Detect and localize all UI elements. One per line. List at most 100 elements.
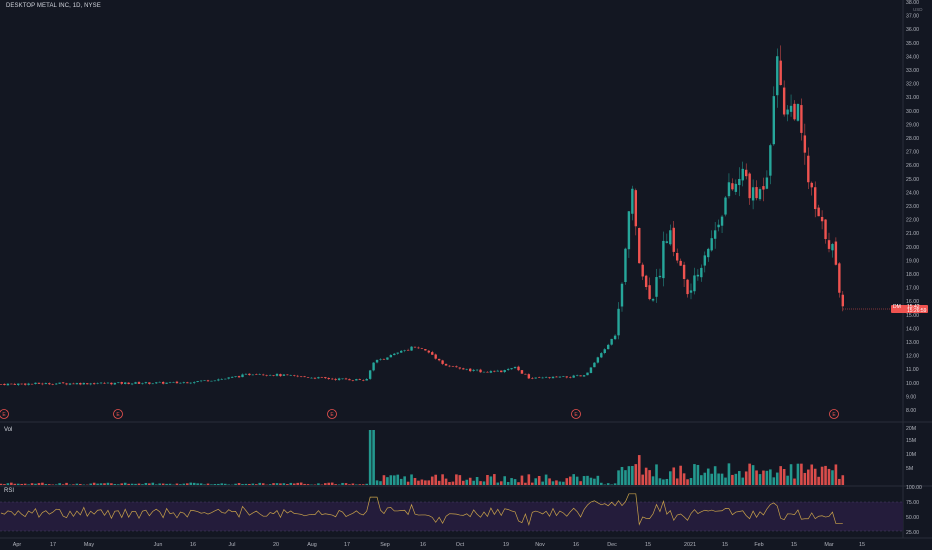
volume-bar[interactable] xyxy=(841,475,845,485)
volume-bar[interactable] xyxy=(113,484,117,485)
volume-bar[interactable] xyxy=(130,483,134,485)
candle[interactable] xyxy=(120,381,123,385)
volume-bar[interactable] xyxy=(61,484,65,485)
candle[interactable] xyxy=(337,377,341,382)
candle[interactable] xyxy=(541,376,544,379)
volume-bar[interactable] xyxy=(579,481,582,485)
volume-bar[interactable] xyxy=(665,478,669,485)
candle[interactable] xyxy=(745,163,748,180)
candle[interactable] xyxy=(400,350,403,353)
volume-bar[interactable] xyxy=(327,482,331,485)
volume-bar[interactable] xyxy=(555,480,558,485)
candle[interactable] xyxy=(417,346,420,349)
volume-bar[interactable] xyxy=(120,483,124,485)
volume-bar[interactable] xyxy=(410,474,413,485)
candle[interactable] xyxy=(482,371,486,373)
candle[interactable] xyxy=(237,375,241,379)
candle[interactable] xyxy=(65,382,68,386)
candle[interactable] xyxy=(51,383,54,386)
candle[interactable] xyxy=(110,382,113,386)
candle[interactable] xyxy=(700,264,703,282)
volume-bar[interactable] xyxy=(275,483,279,485)
candle[interactable] xyxy=(769,143,772,185)
volume-bar[interactable] xyxy=(513,479,517,485)
volume-bar[interactable] xyxy=(223,483,227,485)
candle[interactable] xyxy=(130,383,134,386)
candle[interactable] xyxy=(662,231,665,287)
volume-bar[interactable] xyxy=(499,481,503,485)
volume-bar[interactable] xyxy=(175,483,179,485)
volume-bar[interactable] xyxy=(379,481,382,485)
candle[interactable] xyxy=(686,278,689,298)
volume-bar[interactable] xyxy=(813,468,817,485)
volume-bar[interactable] xyxy=(693,464,696,485)
volume-bar[interactable] xyxy=(368,430,372,485)
candle[interactable] xyxy=(210,380,213,382)
volume-bar[interactable] xyxy=(272,483,275,485)
volume-bar[interactable] xyxy=(675,478,679,485)
candle[interactable] xyxy=(279,373,282,377)
volume-bar[interactable] xyxy=(75,483,79,485)
volume-bar[interactable] xyxy=(27,484,30,485)
candle[interactable] xyxy=(234,376,237,378)
volume-bar[interactable] xyxy=(441,474,444,485)
candle[interactable] xyxy=(627,210,631,258)
candle[interactable] xyxy=(475,369,479,372)
candle[interactable] xyxy=(206,379,210,382)
candle[interactable] xyxy=(493,370,496,373)
volume-bar[interactable] xyxy=(534,478,538,485)
volume-bar[interactable] xyxy=(713,466,717,485)
volume-bar[interactable] xyxy=(758,474,762,485)
candle[interactable] xyxy=(672,221,675,257)
volume-bar[interactable] xyxy=(382,475,386,485)
candle[interactable] xyxy=(644,274,648,290)
volume-bar[interactable] xyxy=(334,484,337,485)
volume-bar[interactable] xyxy=(330,482,334,485)
candle[interactable] xyxy=(741,161,744,187)
candle[interactable] xyxy=(517,365,520,372)
candle[interactable] xyxy=(555,375,558,378)
volume-series[interactable] xyxy=(0,430,845,485)
volume-bar[interactable] xyxy=(613,483,617,485)
volume-bar[interactable] xyxy=(772,477,776,485)
volume-bar[interactable] xyxy=(123,482,127,485)
candle[interactable] xyxy=(620,282,624,312)
candle[interactable] xyxy=(6,383,10,386)
candle[interactable] xyxy=(137,381,141,384)
earnings-marker[interactable]: E xyxy=(113,409,123,419)
volume-bar[interactable] xyxy=(179,484,182,485)
volume-bar[interactable] xyxy=(824,465,827,485)
volume-bar[interactable] xyxy=(117,484,120,485)
candle[interactable] xyxy=(441,359,444,366)
volume-bar[interactable] xyxy=(106,482,110,485)
volume-bar[interactable] xyxy=(827,468,831,485)
candle[interactable] xyxy=(503,369,506,374)
candle[interactable] xyxy=(351,379,355,382)
candle[interactable] xyxy=(141,382,144,385)
candle[interactable] xyxy=(410,346,413,351)
candle[interactable] xyxy=(268,374,272,376)
candle[interactable] xyxy=(189,382,192,385)
candle[interactable] xyxy=(372,362,375,372)
earnings-marker[interactable]: E xyxy=(327,409,337,419)
volume-bar[interactable] xyxy=(148,483,151,485)
volume-bar[interactable] xyxy=(620,466,624,485)
volume-bar[interactable] xyxy=(282,483,286,485)
candle[interactable] xyxy=(558,376,562,378)
volume-bar[interactable] xyxy=(817,476,820,485)
candle[interactable] xyxy=(814,181,817,218)
volume-bar[interactable] xyxy=(782,469,786,485)
volume-bar[interactable] xyxy=(244,483,248,485)
volume-bar[interactable] xyxy=(641,474,644,485)
volume-bar[interactable] xyxy=(358,484,362,485)
candle[interactable] xyxy=(548,376,551,379)
candle[interactable] xyxy=(634,188,637,236)
candle[interactable] xyxy=(413,346,417,349)
candle[interactable] xyxy=(534,377,537,379)
volume-bar[interactable] xyxy=(662,479,665,485)
candle[interactable] xyxy=(820,210,824,230)
volume-bar[interactable] xyxy=(462,480,465,485)
volume-bar[interactable] xyxy=(644,467,648,485)
candle[interactable] xyxy=(738,167,741,197)
volume-bar[interactable] xyxy=(13,483,17,485)
